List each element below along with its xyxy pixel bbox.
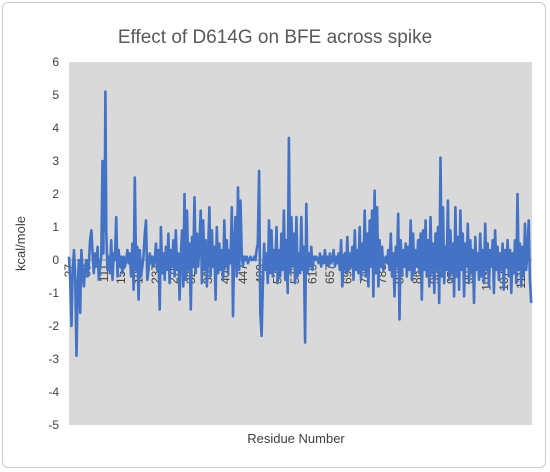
series-line: [67, 90, 533, 358]
y-tick-label: -3: [48, 352, 59, 366]
y-tick-label: 4: [52, 121, 59, 135]
y-tick-label: 3: [52, 154, 59, 168]
chart-area: Effect of D614G on BFE across spike -5 -4…: [2, 2, 546, 468]
y-axis-ticks: -5 -4 -3 -2 -1 0 1 2 3 4 5 6: [48, 55, 59, 432]
y-tick-label: -1: [48, 286, 59, 300]
y-axis-title: kcal/mole: [13, 216, 28, 271]
y-tick-label: 1: [52, 220, 59, 234]
y-tick-label: -5: [48, 418, 59, 432]
y-tick-label: 5: [52, 88, 59, 102]
x-axis-title: Residue Number: [247, 431, 345, 446]
y-tick-label: 6: [52, 55, 59, 69]
chart-title: Effect of D614G on BFE across spike: [118, 27, 432, 48]
x-tick-label: 657: [323, 264, 337, 284]
y-tick-label: 2: [52, 187, 59, 201]
y-tick-label: -4: [48, 385, 59, 399]
y-tick-label: -2: [48, 319, 59, 333]
y-tick-label: 0: [52, 253, 59, 267]
line-chart: Effect of D614G on BFE across spike -5 -4…: [13, 27, 533, 446]
